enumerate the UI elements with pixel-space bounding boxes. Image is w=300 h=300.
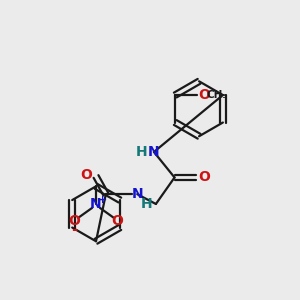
Text: O: O — [198, 170, 210, 184]
Text: O: O — [112, 214, 124, 228]
Text: -: - — [71, 222, 78, 237]
Text: N: N — [90, 197, 102, 211]
Text: +: + — [98, 195, 107, 205]
Text: H: H — [135, 145, 147, 159]
Text: O: O — [68, 214, 80, 228]
Text: O: O — [80, 167, 92, 182]
Text: H: H — [140, 197, 152, 211]
Text: O: O — [198, 88, 210, 102]
Text: N: N — [131, 187, 143, 201]
Text: CH₃: CH₃ — [207, 90, 228, 100]
Text: N: N — [148, 145, 160, 159]
